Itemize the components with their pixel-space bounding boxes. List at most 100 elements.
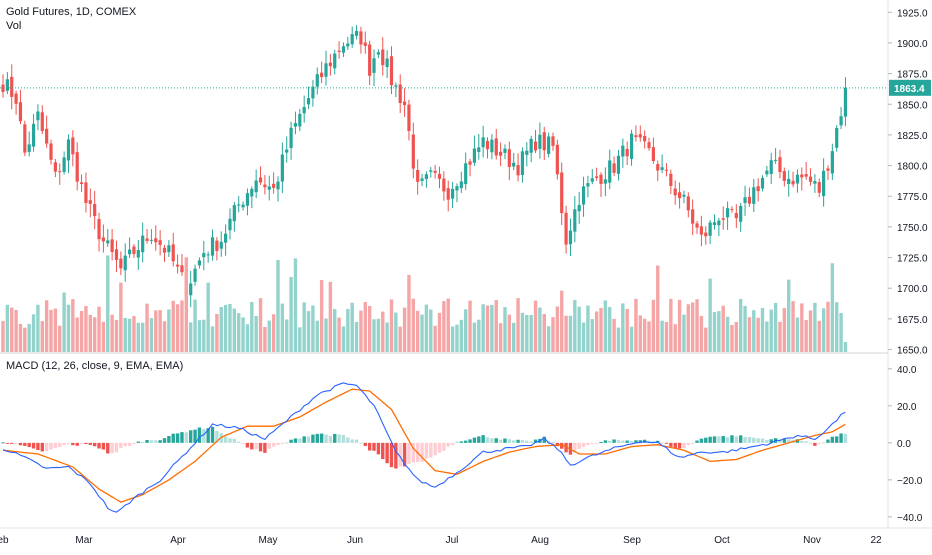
- macd-hist-bar: [228, 438, 232, 443]
- macd-hist-bar: [660, 442, 664, 444]
- symbol-title[interactable]: Gold Futures, 1D, COMEX: [6, 6, 137, 18]
- macd-hist-bar: [821, 442, 826, 444]
- macd-hist-bar: [800, 440, 804, 443]
- volume-bar: [533, 300, 538, 352]
- macd-hist-bar: [394, 442, 398, 469]
- last-price-label: 1863.4: [894, 84, 925, 95]
- volume-bar: [363, 301, 367, 352]
- macd-tick-label: 20.0: [897, 402, 917, 413]
- volume-bar: [516, 298, 520, 352]
- macd-tick-label: 40.0: [897, 365, 917, 376]
- macd-tick-label: −40.0: [897, 513, 923, 524]
- volume-bar: [202, 319, 206, 352]
- candle-body: [241, 204, 245, 208]
- volume-bar: [289, 276, 293, 352]
- macd-tick-label: 0.0: [897, 439, 911, 450]
- volume-bar: [717, 311, 721, 352]
- candle-body: [18, 102, 23, 122]
- candle-body: [141, 235, 145, 253]
- volume-bar: [381, 311, 385, 352]
- candle-body: [712, 222, 717, 226]
- volume-bar: [254, 315, 258, 352]
- macd-hist-bar: [175, 433, 180, 443]
- candle-body: [289, 127, 293, 148]
- candle-body: [202, 252, 206, 258]
- macd-hist-bar: [62, 442, 66, 446]
- candle-body: [337, 50, 341, 52]
- price-tick-label: 1875.0: [897, 70, 928, 81]
- volume-bar: [791, 301, 795, 352]
- macd-hist-bar: [455, 441, 459, 443]
- macd-hist-bar: [835, 436, 839, 443]
- volume-bar: [564, 315, 568, 352]
- macd-hist-bar: [341, 434, 346, 443]
- volume-bar: [215, 313, 219, 352]
- candle-body: [40, 112, 44, 132]
- candle-body: [363, 42, 367, 46]
- volume-bar: [71, 299, 75, 352]
- macd-hist-bar: [167, 435, 171, 443]
- candle-body: [529, 138, 533, 153]
- macd-hist-bar: [503, 438, 507, 443]
- candle-body: [23, 124, 27, 153]
- volume-bar: [760, 307, 765, 352]
- volume-bar: [568, 315, 573, 352]
- volume-bar: [664, 321, 669, 352]
- candle-body: [699, 226, 703, 235]
- macd-label[interactable]: MACD (12, 26, close, 9, EMA, EMA): [6, 360, 184, 372]
- candle-body: [686, 196, 690, 211]
- macd-hist-bar: [5, 442, 10, 444]
- volume-bar: [594, 311, 599, 352]
- macd-hist-bar: [625, 440, 629, 443]
- macd-hist-bar: [608, 440, 612, 443]
- candle-body: [830, 151, 834, 174]
- macd-hist-bar: [79, 442, 84, 444]
- candle-body: [79, 182, 84, 185]
- price-tick-label: 1775.0: [897, 192, 928, 203]
- volume-bar: [616, 327, 621, 352]
- candle-body: [551, 136, 555, 146]
- volume-bar: [258, 298, 263, 352]
- volume-bar: [651, 299, 656, 352]
- macd-hist-bar: [420, 442, 424, 462]
- macd-hist-bar: [472, 437, 477, 443]
- volume-label[interactable]: Vol: [6, 20, 22, 32]
- candle-body: [616, 155, 621, 174]
- volume-bar: [747, 317, 752, 352]
- candle-body: [520, 151, 525, 176]
- price-tick-label: 1825.0: [897, 131, 928, 142]
- macd-hist-bar: [638, 440, 642, 443]
- macd-hist-bar: [686, 442, 691, 446]
- volume-bar: [341, 326, 346, 352]
- macd-hist-bar: [1, 442, 5, 444]
- candle-body: [595, 176, 599, 178]
- candle-body: [760, 177, 765, 189]
- candle-body: [93, 203, 97, 216]
- time-label: May: [259, 535, 278, 546]
- candle-body: [581, 186, 586, 205]
- macd-hist-bar: [516, 439, 520, 443]
- candle-body: [477, 147, 481, 152]
- candle-body: [416, 170, 420, 182]
- candle-body: [813, 180, 817, 184]
- candle-body: [490, 139, 494, 153]
- macd-hist-bar: [210, 426, 215, 443]
- candle-body: [75, 152, 79, 182]
- time-label: Jun: [347, 535, 363, 546]
- macd-hist-bar: [237, 441, 241, 443]
- macd-hist-bar: [673, 442, 677, 449]
- macd-hist-bar: [140, 442, 145, 444]
- candle-body: [45, 128, 49, 144]
- time-label: Feb: [0, 535, 9, 546]
- candle-body: [149, 239, 154, 241]
- volume-bar: [106, 255, 110, 352]
- candle-body: [481, 137, 485, 148]
- macd-hist-bar: [830, 436, 835, 443]
- candle-body: [577, 205, 581, 212]
- macd-hist-bar: [119, 442, 123, 448]
- candle-body: [568, 230, 573, 245]
- macd-hist-bar: [258, 442, 263, 452]
- macd-hist-bar: [44, 442, 49, 452]
- candle-body: [267, 186, 271, 190]
- candle-body: [293, 123, 298, 127]
